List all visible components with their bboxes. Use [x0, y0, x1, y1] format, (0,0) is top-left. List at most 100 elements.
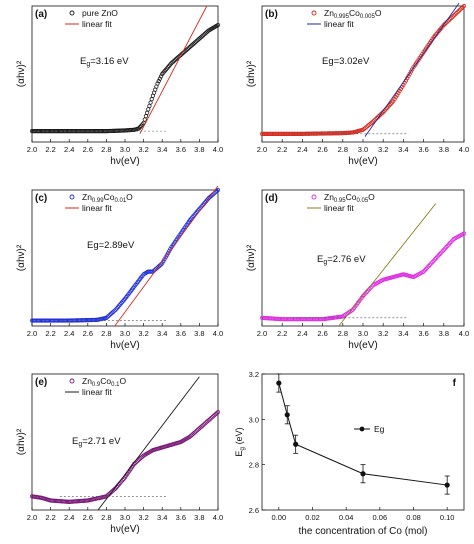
x-tick-label: 0.10 [440, 513, 455, 522]
x-tick-label: 2.2 [277, 329, 287, 338]
legend-marker [69, 10, 75, 16]
x-tick-label: 3.0 [120, 329, 130, 338]
x-tick-label: 3.0 [120, 145, 130, 154]
x-tick-label: 3.2 [378, 329, 388, 338]
legend-mid: Co [349, 8, 360, 18]
annotation-rest: =2.71 eV [82, 436, 121, 447]
data-point [199, 424, 204, 429]
annotation-main: E [80, 56, 86, 67]
legend-sub: 0.95 [334, 198, 346, 204]
x-tick-label: 3.2 [138, 145, 148, 154]
y-axis-label: (αhν)² [246, 60, 257, 87]
x-tick-label: 2.8 [101, 145, 111, 154]
data-point [155, 265, 160, 270]
data-point [215, 187, 221, 193]
x-tick-label: 3.6 [176, 145, 186, 154]
legend-sub2: 0.1 [111, 382, 120, 388]
x-tick-label: 3.2 [378, 145, 388, 154]
x-tick-label: 2.6 [83, 145, 93, 154]
x-tick-label: 2.2 [45, 513, 55, 522]
annotation-main: Eg=2.89eV [87, 240, 135, 251]
panel-c: 2.0 2.2 2.4 2.6 2.8 3.0 3.2 3.4 3.6 3.8 4.0 hν(eV) (… [16, 185, 223, 351]
x-axis-label: the concentration of Co (mol) [299, 526, 428, 537]
legend-sub2: 0.01 [114, 198, 126, 204]
legend-sub2: 0.05 [356, 198, 368, 204]
data-point [191, 41, 196, 46]
panel-letter: f [453, 378, 457, 389]
x-tick-label: 2.8 [101, 513, 111, 522]
data-point [204, 30, 209, 35]
data-point [207, 417, 212, 422]
x-tick-label: 2.2 [277, 145, 287, 154]
data-point [185, 46, 190, 51]
data-point [105, 314, 110, 319]
data-point [174, 56, 179, 62]
data-point [106, 313, 111, 318]
legend-label-data: Zn0.99Co0.01O [82, 192, 133, 204]
legend-end: O [368, 192, 375, 202]
data-point [190, 42, 195, 47]
legend-label-data: Zn0.9Co0.1O [82, 376, 126, 388]
data-point [169, 61, 174, 66]
legend-name: pure ZnO [82, 8, 118, 18]
legend-end: O [126, 192, 133, 202]
legend-end: O [119, 376, 126, 386]
legend-mid: Co [104, 192, 115, 202]
linear-fit-line [139, 5, 208, 135]
linear-fit-line [114, 185, 219, 327]
x-axis-label: hν(eV) [110, 340, 139, 351]
legend-sub: 0.9 [92, 382, 101, 388]
legend-sub: 0.99 [92, 198, 104, 204]
data-point [194, 38, 200, 43]
data-point [196, 37, 201, 42]
data-point [179, 51, 185, 57]
data-point [107, 312, 112, 317]
legend-label-fit: linear fit [82, 19, 112, 29]
y-axis-label: Eg (eV) [234, 427, 246, 456]
y-label-rest: (eV) [234, 427, 244, 447]
eg-point [276, 380, 282, 386]
data-point [200, 33, 205, 38]
bandgap-annotation: Eg=3.02eV [322, 56, 370, 67]
data-point [190, 432, 195, 437]
data-point [198, 425, 203, 430]
data-point [156, 79, 161, 84]
x-tick-label: 2.0 [257, 145, 267, 154]
data-point [193, 429, 199, 434]
data-point [210, 415, 215, 420]
legend-marker [69, 378, 75, 384]
data-point [208, 416, 214, 421]
x-tick-label: 2.0 [27, 329, 37, 338]
bandgap-annotation: Eg=2.76 eV [317, 254, 366, 266]
data-point [213, 412, 218, 417]
x-axis-label: hν(eV) [348, 156, 377, 167]
x-tick-label: 3.4 [398, 329, 408, 338]
x-tick-label: 3.2 [138, 329, 148, 338]
x-tick-label: 0.08 [406, 513, 421, 522]
data-point [189, 43, 194, 48]
data-point [192, 430, 197, 435]
x-tick-label: 2.6 [317, 329, 327, 338]
data-point [205, 419, 210, 424]
data-series-markers [29, 22, 221, 134]
data-point [112, 308, 117, 313]
panel-d: 2.0 2.2 2.4 2.6 2.8 3.0 3.2 3.4 3.6 3.8 4.0 hν(eV) (… [246, 189, 469, 351]
x-tick-label: 2.4 [64, 513, 74, 522]
x-tick-label: 4.0 [459, 145, 469, 154]
y-tick-label: 3.2 [249, 370, 259, 379]
x-tick-label: 2.6 [83, 513, 93, 522]
panel-letter: (d) [265, 193, 278, 204]
y-label-main: E [234, 451, 244, 457]
panel-a: 2.0 2.2 2.4 2.6 2.8 3.0 3.2 3.4 3.6 3.8 4.0 hν(eV) (… [16, 5, 223, 167]
data-point [192, 40, 197, 45]
annotation-rest: =3.16 eV [90, 56, 129, 67]
x-tick-label: 2.2 [45, 145, 55, 154]
legend-mid: Co [346, 192, 357, 202]
data-point [196, 427, 201, 432]
x-tick-label: 3.8 [439, 329, 449, 338]
data-point [186, 45, 192, 50]
panel-letter: (e) [35, 377, 47, 388]
legend-label-data: Zn0.995Co0.005O [324, 8, 382, 20]
